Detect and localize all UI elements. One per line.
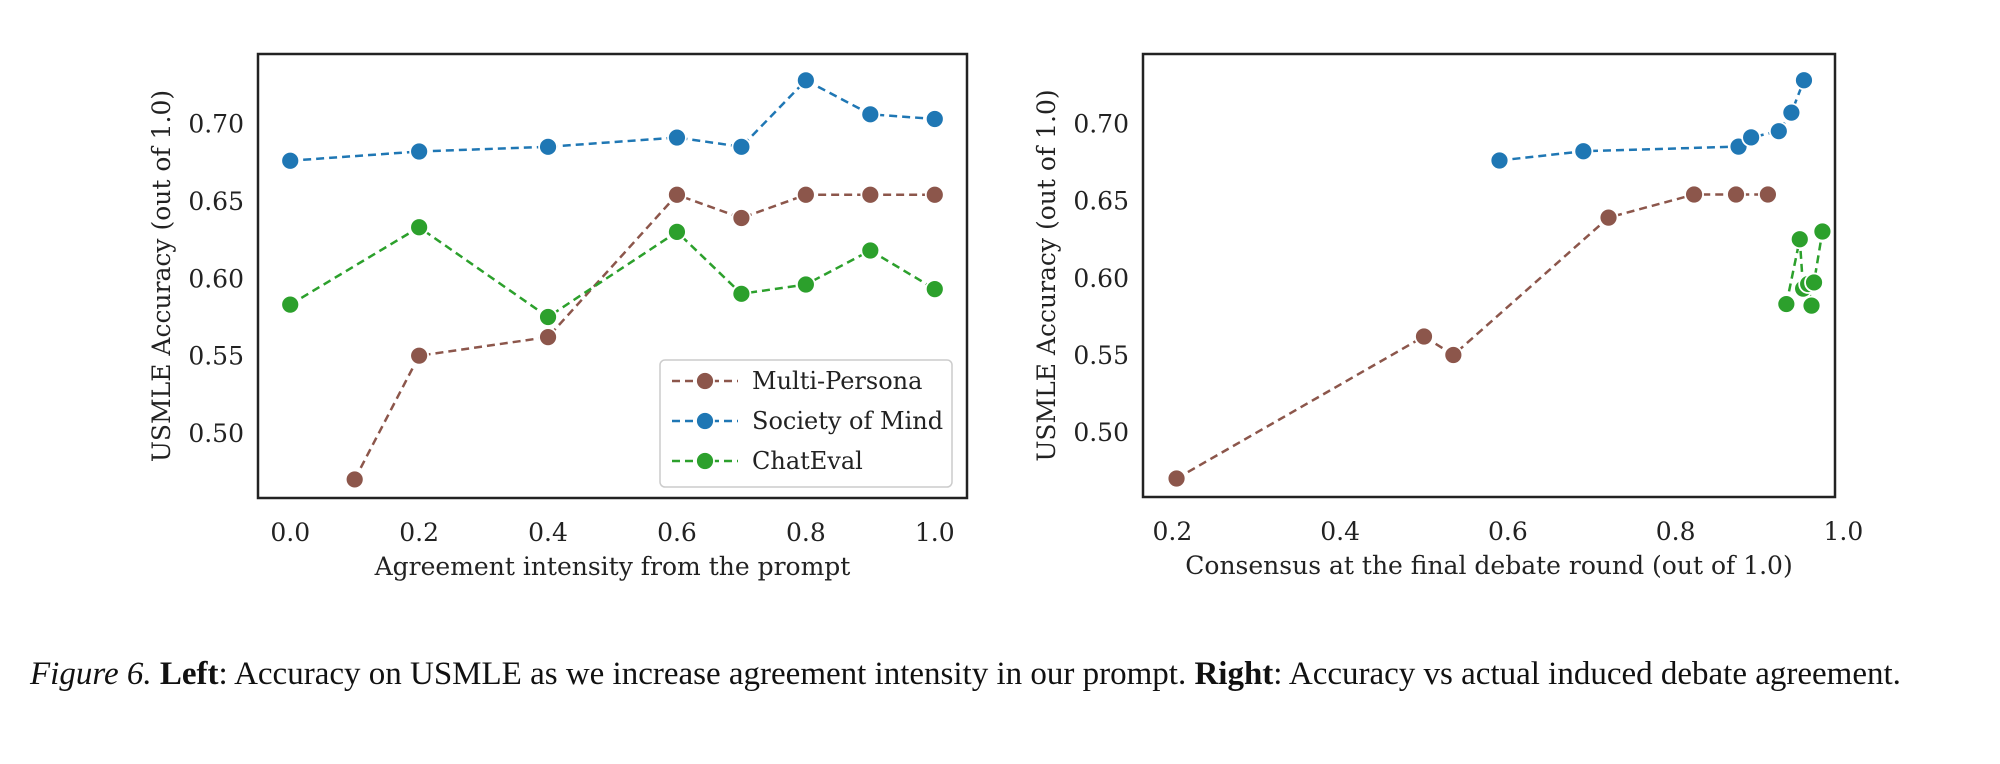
- data-point: [1726, 184, 1746, 205]
- data-point: [860, 240, 881, 261]
- data-point: [924, 279, 945, 300]
- x-tick-label: 1.0: [915, 518, 955, 547]
- y-tick-label: 0.60: [1073, 264, 1129, 293]
- legend: Multi-Persona Society of Mind ChatEval: [659, 359, 953, 488]
- x-tick-label: 0.0: [270, 518, 310, 547]
- data-point: [409, 141, 430, 162]
- legend-label: Multi-Persona: [752, 367, 922, 395]
- caption-right-label: Right: [1194, 656, 1274, 692]
- data-point: [860, 104, 881, 125]
- series-line: [1175, 193, 1768, 480]
- y-tick-label: 0.55: [1073, 341, 1129, 370]
- data-point: [1741, 127, 1762, 148]
- x-tick-label: 1.0: [1824, 517, 1864, 546]
- figure: 0.0 0.2 0.4 0.6 0.8 1.0 0.50 0.55 0.60 0.65 0.70 Ag…: [147, 52, 1864, 581]
- data-point: [731, 208, 752, 228]
- series-line: [353, 193, 935, 480]
- data-point: [1776, 294, 1797, 314]
- x-tick-label: 0.8: [1656, 517, 1696, 546]
- data-point: [1684, 184, 1704, 205]
- caption-right-text: : Accuracy vs actual induced debate agre…: [1273, 656, 1901, 692]
- legend-label: ChatEval: [752, 447, 863, 475]
- data-point: [1573, 141, 1594, 162]
- x-axis-label: Consensus at the final debate round (out…: [1185, 551, 1792, 580]
- data-point: [667, 184, 687, 205]
- data-point: [1781, 102, 1802, 123]
- data-point: [1757, 184, 1778, 205]
- data-point: [795, 184, 816, 205]
- axes-frame: [256, 52, 969, 500]
- y-tick-label: 0.65: [1073, 187, 1129, 216]
- chart-panel-1: 0.0 0.2 0.4 0.6 0.8 1.0 0.50 0.55 0.60 0.65 0.70 Ag…: [147, 52, 969, 581]
- x-tick-label: 0.4: [528, 518, 568, 547]
- data-point: [795, 70, 816, 91]
- data-point: [667, 127, 687, 148]
- x-tick-label: 0.8: [786, 518, 826, 547]
- data-point: [1443, 345, 1464, 365]
- data-point: [280, 150, 301, 171]
- legend-box: [659, 359, 953, 488]
- y-axis-label: USMLE Accuracy (out of 1.0): [1032, 89, 1061, 461]
- data-point: [1166, 468, 1187, 489]
- data-point: [409, 345, 430, 366]
- x-tick-label: 0.6: [1488, 517, 1528, 546]
- data-point: [860, 184, 881, 205]
- x-tick-label: 0.2: [399, 518, 439, 547]
- data-point: [1804, 272, 1824, 293]
- data-point: [1768, 121, 1789, 142]
- legend-label: Society of Mind: [752, 407, 943, 435]
- data-point: [924, 184, 945, 205]
- x-tick-label: 0.6: [657, 518, 697, 547]
- data-point: [667, 222, 687, 242]
- legend-marker: [695, 371, 715, 391]
- y-tick-label: 0.55: [188, 342, 244, 371]
- data-point: [1812, 221, 1833, 242]
- y-tick-label: 0.65: [188, 187, 244, 216]
- chart-panel-2: 0.2 0.4 0.6 0.8 1.0 0.50 0.55 0.60 0.65 0.70 Conse…: [1032, 52, 1864, 580]
- x-axis-label: Agreement intensity from the prompt: [374, 552, 851, 581]
- x-tick-label: 0.4: [1320, 517, 1360, 546]
- y-tick-label: 0.50: [188, 419, 244, 448]
- caption-left-text: : Accuracy on USMLE as we increase agree…: [218, 656, 1195, 692]
- data-point: [1489, 150, 1510, 171]
- data-point: [280, 294, 301, 315]
- data-point: [731, 136, 752, 157]
- data-point: [409, 217, 430, 238]
- legend-marker: [695, 411, 715, 431]
- data-point: [538, 327, 558, 348]
- data-point: [795, 274, 816, 295]
- caption-left-label: Left: [159, 656, 219, 692]
- data-point: [924, 109, 945, 129]
- y-tick-label: 0.50: [1073, 418, 1129, 447]
- data-point: [1789, 229, 1810, 250]
- data-point: [344, 469, 365, 490]
- y-axis-label: USMLE Accuracy (out of 1.0): [147, 90, 176, 462]
- y-tick-label: 0.60: [188, 264, 244, 293]
- data-point: [1801, 295, 1822, 316]
- x-tick-label: 0.2: [1152, 517, 1192, 546]
- series-line: [1499, 79, 1806, 162]
- data-point: [1598, 207, 1619, 228]
- figure-label: Figure 6.: [30, 656, 152, 692]
- legend-marker: [695, 451, 715, 471]
- y-tick-label: 0.70: [1073, 109, 1129, 138]
- series-line: [289, 225, 936, 319]
- data-point: [1414, 326, 1434, 347]
- y-tick-label: 0.70: [188, 110, 244, 139]
- series-line: [290, 78, 935, 162]
- data-point: [731, 283, 752, 304]
- data-point: [1794, 70, 1814, 91]
- figure-caption: Figure 6. Left: Accuracy on USMLE as we …: [30, 652, 1980, 696]
- data-point: [538, 307, 558, 327]
- axes-frame: [1141, 52, 1837, 499]
- data-point: [538, 136, 558, 157]
